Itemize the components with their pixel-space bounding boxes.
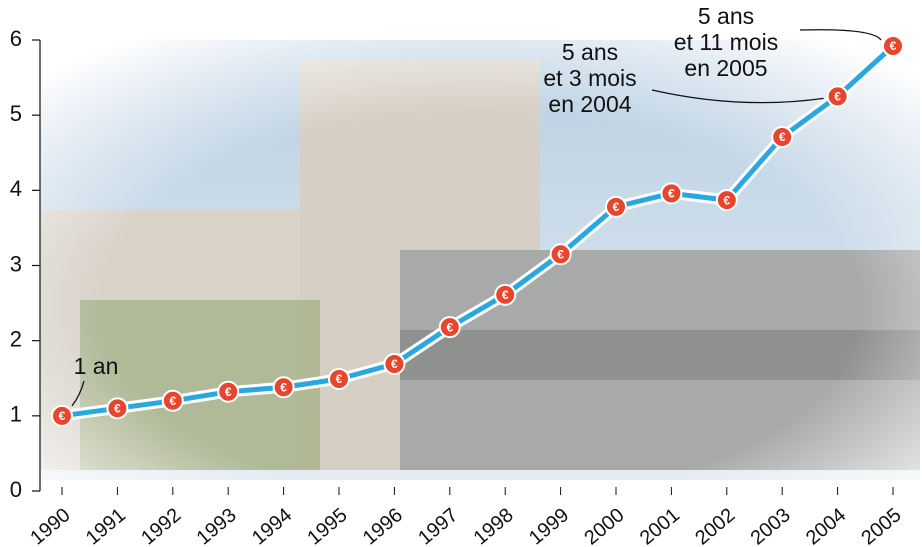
x-tick-label: 2001	[636, 504, 684, 547]
marker-group: €	[494, 283, 517, 306]
marker-group: €	[771, 125, 794, 148]
y-tick-label: 0	[10, 477, 22, 502]
x-tick-label: 1993	[193, 504, 241, 547]
annotation: en 2004	[548, 91, 631, 117]
marker-group: €	[272, 376, 295, 399]
marker	[51, 404, 73, 427]
marker-group: €	[882, 35, 904, 58]
marker-symbol: €	[779, 130, 786, 144]
marker-group: €	[715, 189, 738, 212]
x-tick-label: 2005	[857, 504, 905, 547]
marker-symbol: €	[59, 409, 66, 423]
x-tick-label: 1997	[414, 504, 462, 547]
marker-group: €	[383, 352, 406, 375]
marker	[272, 376, 295, 399]
marker	[383, 352, 406, 375]
marker-group: €	[549, 243, 572, 266]
marker-symbol: €	[280, 380, 287, 394]
marker-symbol: €	[169, 394, 176, 408]
marker-symbol: €	[336, 372, 343, 386]
marker-group: €	[51, 404, 73, 427]
x-tick-label: 1991	[82, 504, 130, 547]
marker-group: €	[826, 85, 849, 108]
marker	[494, 283, 517, 306]
x-tick-label: 1990	[26, 504, 74, 547]
y-tick-label: 3	[10, 251, 22, 276]
x-tick-label: 2000	[580, 504, 628, 547]
marker-symbol: €	[668, 187, 675, 201]
marker	[549, 243, 572, 266]
marker-symbol: €	[613, 200, 620, 214]
marker-symbol: €	[225, 385, 232, 399]
marker	[217, 380, 240, 403]
line	[61, 44, 895, 419]
y-tick-label: 1	[10, 402, 22, 427]
x-tick-label: 1994	[248, 504, 296, 547]
marker-group: €	[106, 397, 129, 420]
x-tick-label: 2003	[747, 504, 795, 547]
marker-group: €	[161, 389, 184, 412]
marker	[715, 189, 738, 212]
marker-group: €	[605, 195, 627, 218]
marker	[161, 389, 184, 412]
x-tick-label: 1992	[137, 504, 185, 547]
marker-symbol: €	[502, 288, 509, 302]
marker-group: €	[217, 380, 240, 403]
annotation: et 11 mois	[674, 29, 778, 55]
y-tick-label: 6	[10, 26, 22, 51]
annotation-connector	[71, 380, 85, 407]
marker-symbol: €	[890, 39, 897, 53]
x-tick-label: 2002	[691, 504, 739, 547]
x-tick-label: 1995	[303, 504, 351, 547]
annotation: 5 ans	[698, 3, 754, 29]
marker	[826, 85, 849, 108]
marker	[328, 368, 350, 391]
annotation: 1 an	[74, 353, 119, 379]
marker	[438, 316, 461, 339]
annotation: et 3 mois	[543, 65, 636, 91]
marker-symbol: €	[723, 193, 730, 207]
marker-symbol: €	[391, 357, 398, 371]
y-tick-label: 4	[10, 176, 22, 201]
marker-symbol: €	[114, 401, 121, 415]
marker	[106, 397, 129, 420]
y-tick-label: 2	[10, 326, 22, 351]
marker-symbol: €	[446, 320, 453, 334]
marker	[605, 195, 627, 218]
background-photo	[30, 30, 922, 490]
marker-group: €	[660, 182, 683, 205]
x-tick-label: 1998	[470, 504, 518, 547]
marker	[660, 182, 683, 205]
y-tick-label: 5	[10, 101, 22, 126]
annotation: 5 ans	[562, 39, 618, 65]
x-tick-label: 1996	[359, 504, 407, 547]
marker	[771, 125, 794, 148]
marker	[882, 35, 904, 58]
marker-symbol: €	[557, 247, 564, 261]
marker-group: €	[438, 316, 461, 339]
x-tick-label: 1999	[525, 504, 573, 547]
marker-group: €	[328, 368, 350, 391]
annotation-connector	[651, 89, 824, 104]
marker-symbol: €	[834, 90, 841, 104]
annotation-connector	[799, 29, 882, 41]
x-tick-label: 2004	[802, 504, 850, 547]
annotation: en 2005	[684, 55, 767, 81]
